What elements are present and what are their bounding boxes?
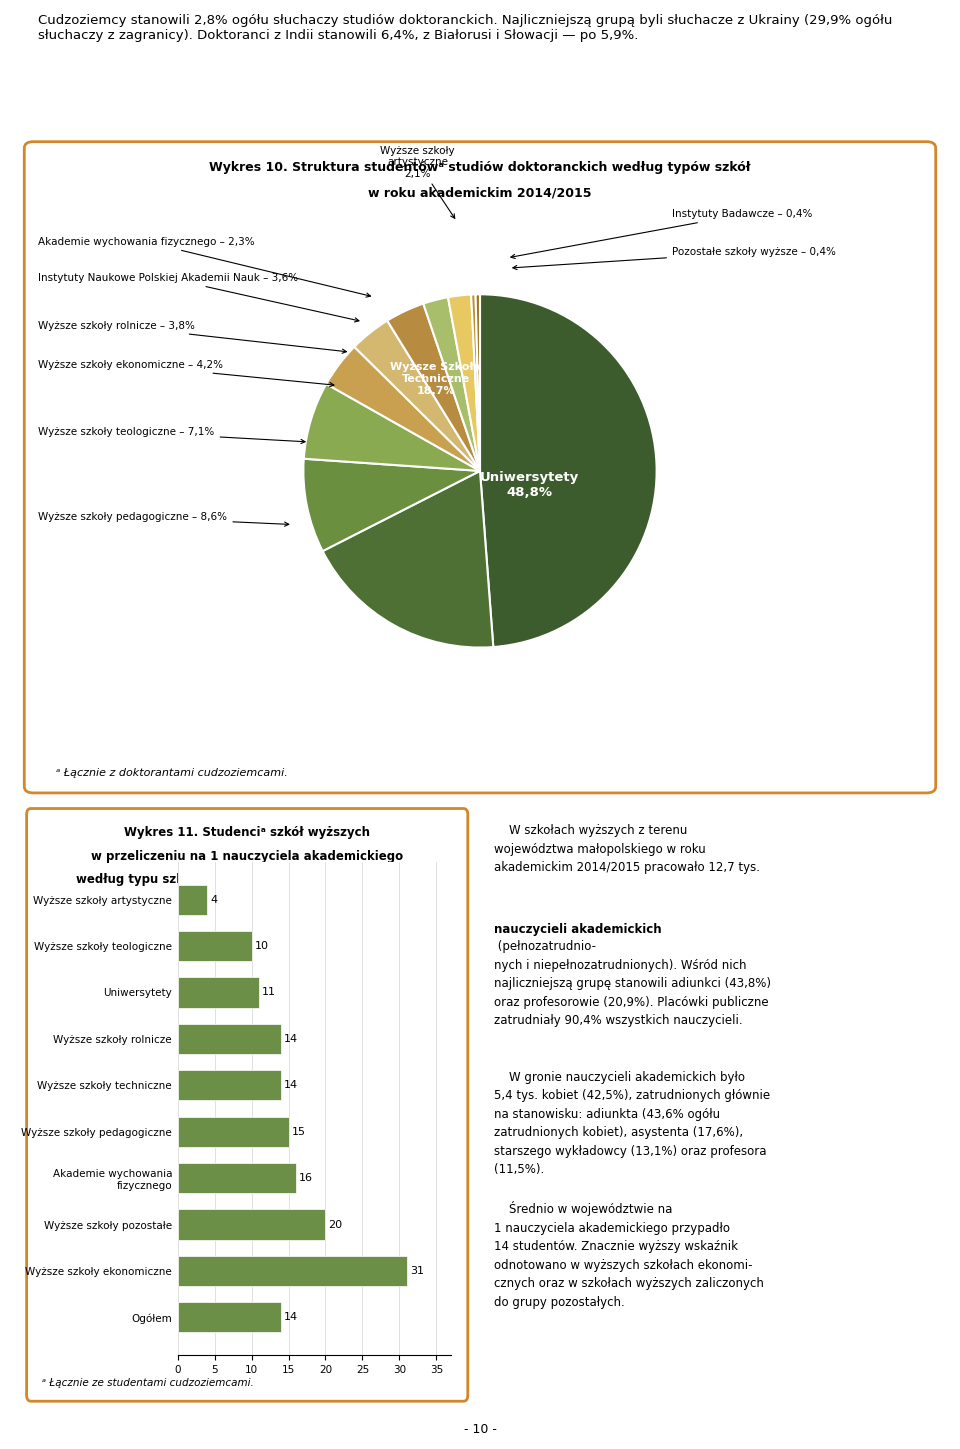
Text: W szkołach wyższych z terenu
województwa małopolskiego w roku
akademickim 2014/2: W szkołach wyższych z terenu województwa…	[494, 824, 760, 875]
Wedge shape	[423, 297, 480, 471]
Bar	[178, 1117, 289, 1146]
Text: Wykres 11. Studenciᵃ szkół wyższych: Wykres 11. Studenciᵃ szkół wyższych	[124, 826, 371, 839]
Text: - 10 -: - 10 -	[464, 1423, 496, 1436]
Bar	[178, 1303, 281, 1333]
Text: Wyższe szkoły ekonomiczne – 4,2%: Wyższe szkoły ekonomiczne – 4,2%	[38, 361, 334, 387]
Text: Cudzoziemcy stanowili 2,8% ogółu słuchaczy studiów doktoranckich. Najliczniejszą: Cudzoziemcy stanowili 2,8% ogółu słuchac…	[38, 14, 893, 42]
Text: Wyższe szkoły
artystyczne
2,1%: Wyższe szkoły artystyczne 2,1%	[380, 146, 455, 219]
Bar	[178, 1071, 281, 1100]
Text: Instytuty Badawcze – 0,4%: Instytuty Badawcze – 0,4%	[511, 210, 812, 258]
Text: ᵃ Łącznie ze studentami cudzoziemcami.: ᵃ Łącznie ze studentami cudzoziemcami.	[42, 1378, 253, 1388]
Wedge shape	[354, 320, 480, 471]
Text: W gronie nauczycieli akademickich było
5,4 tys. kobiet (42,5%), zatrudnionych gł: W gronie nauczycieli akademickich było 5…	[494, 1071, 771, 1177]
Text: Instytuty Naukowe Polskiej Akademii Nauk – 3,6%: Instytuty Naukowe Polskiej Akademii Nauk…	[38, 274, 359, 322]
Wedge shape	[471, 294, 480, 471]
Text: ᵃ Łącznie z doktorantami cudzoziemcami.: ᵃ Łącznie z doktorantami cudzoziemcami.	[56, 768, 288, 778]
Text: Wyższe Szkoły
Techniczne
18,7%: Wyższe Szkoły Techniczne 18,7%	[391, 362, 481, 396]
Text: Akademie wychowania fizycznego – 2,3%: Akademie wychowania fizycznego – 2,3%	[38, 238, 371, 297]
Text: 20: 20	[328, 1220, 343, 1230]
Text: Wyższe szkoły pedagogiczne – 8,6%: Wyższe szkoły pedagogiczne – 8,6%	[38, 513, 289, 526]
Bar	[178, 1024, 281, 1053]
Bar	[178, 978, 259, 1007]
Text: 14: 14	[284, 1081, 299, 1090]
Text: 15: 15	[292, 1127, 305, 1136]
FancyBboxPatch shape	[24, 142, 936, 793]
Wedge shape	[448, 294, 480, 471]
Text: 16: 16	[299, 1174, 313, 1182]
Wedge shape	[475, 294, 480, 471]
Text: 4: 4	[210, 894, 217, 904]
Wedge shape	[387, 304, 480, 471]
Wedge shape	[323, 471, 493, 648]
Text: według typu szkoły w roku akademickim 2014/2015: według typu szkoły w roku akademickim 20…	[77, 874, 418, 885]
Text: Wyższe szkoły rolnicze – 3,8%: Wyższe szkoły rolnicze – 3,8%	[38, 322, 347, 354]
Bar	[178, 1164, 296, 1193]
Text: w roku akademickim 2014/2015: w roku akademickim 2014/2015	[369, 187, 591, 200]
Bar	[178, 930, 252, 961]
Text: w przeliczeniu na 1 nauczyciela akademickiego: w przeliczeniu na 1 nauczyciela akademic…	[91, 849, 403, 862]
FancyBboxPatch shape	[27, 809, 468, 1401]
Text: 31: 31	[410, 1266, 423, 1277]
Bar	[178, 1210, 325, 1239]
Text: 11: 11	[262, 987, 276, 997]
Text: nauczycieli akademickich: nauczycieli akademickich	[494, 923, 662, 936]
Text: (pełnozatrudnio-
nych i niepełnozatrudnionych). Wśród nich
najliczniejszą grupę : (pełnozatrudnio- nych i niepełnozatrudni…	[494, 940, 772, 1027]
Text: Pozostałe szkoły wyższe – 0,4%: Pozostałe szkoły wyższe – 0,4%	[513, 248, 836, 270]
Wedge shape	[303, 459, 480, 551]
Text: 10: 10	[254, 940, 269, 951]
Bar	[178, 1256, 407, 1287]
Wedge shape	[303, 384, 480, 471]
Wedge shape	[326, 346, 480, 471]
Text: 14: 14	[284, 1313, 299, 1323]
Text: Średnio w województwie na
1 nauczyciela akademickiego przypadło
14 studentów. Zn: Średnio w województwie na 1 nauczyciela …	[494, 1201, 764, 1308]
Text: 14: 14	[284, 1035, 299, 1043]
Wedge shape	[480, 294, 657, 648]
Bar	[178, 884, 207, 914]
Text: Uniwersytety
48,8%: Uniwersytety 48,8%	[480, 471, 579, 498]
Text: Wykres 10. Struktura studentówᵃ studiów doktoranckich według typów szkół: Wykres 10. Struktura studentówᵃ studiów …	[209, 161, 751, 174]
Text: Wyższe szkoły teologiczne – 7,1%: Wyższe szkoły teologiczne – 7,1%	[38, 427, 305, 443]
